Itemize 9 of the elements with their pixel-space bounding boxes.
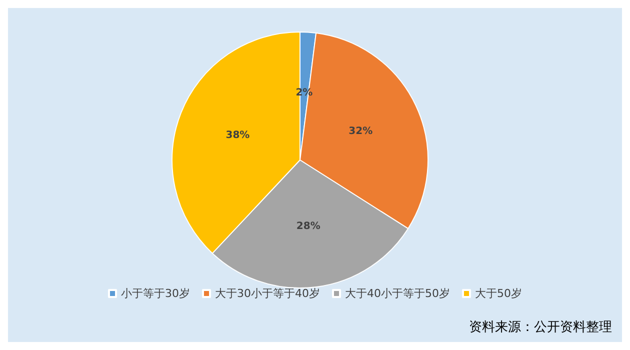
data-label: 38%	[226, 130, 250, 141]
legend-label: 大于50岁	[474, 287, 522, 300]
data-label: 28%	[296, 220, 320, 232]
legend-label: 小于等于30岁	[121, 287, 190, 300]
data-label: 32%	[348, 126, 373, 137]
data-label: 2%	[296, 88, 313, 99]
legend-label: 大于40小于等于50岁	[345, 287, 450, 300]
text: 资料来源：公开资料整理	[469, 320, 612, 335]
legend-label: 大于30小于等于40岁	[215, 287, 320, 300]
